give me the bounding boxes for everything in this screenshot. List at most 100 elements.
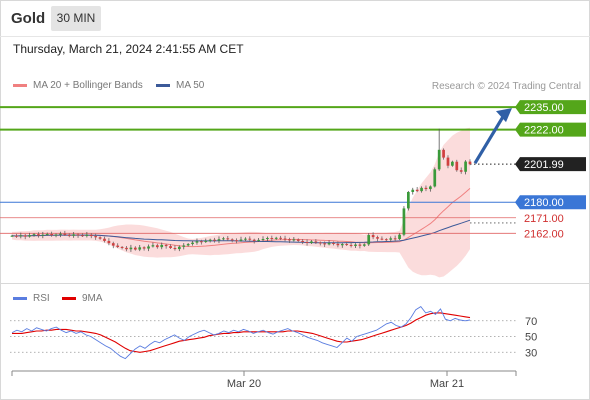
time-tick-label: Mar 21 (430, 378, 464, 390)
candle-body (37, 234, 40, 236)
candle-body (217, 239, 221, 241)
candle-body (72, 234, 76, 236)
candle-body (310, 241, 313, 243)
candle-body (67, 234, 71, 236)
candle-body (270, 237, 274, 239)
candle-body (451, 161, 454, 166)
candle-body (292, 239, 296, 241)
candle-body (19, 235, 23, 237)
header-divider (0, 36, 590, 37)
candle-body (257, 239, 260, 241)
level-label-2171.00: 2171.00 (524, 213, 564, 225)
candle-body (76, 234, 80, 236)
candle-body (41, 234, 45, 236)
candle-body (239, 239, 243, 241)
candle-body (393, 238, 397, 240)
candle-body (314, 241, 318, 243)
legend-label-rsi-ma: 9MA (82, 293, 103, 304)
candle-body (63, 233, 67, 235)
bollinger-band (12, 127, 470, 278)
candle-body (169, 246, 172, 249)
timeframe-button[interactable]: 30 MIN (51, 6, 101, 31)
level-tag-support (515, 195, 586, 210)
candle-body (371, 235, 375, 238)
candle-body (252, 239, 256, 241)
candle-body (380, 238, 384, 240)
level-label-2222.00: 2222.00 (524, 125, 564, 137)
candle-body (147, 246, 150, 249)
legend-item-rsi: RSI (13, 293, 50, 304)
candle-body (173, 248, 177, 250)
candle-body (89, 234, 93, 237)
candle-body (50, 234, 53, 236)
candle-body (200, 241, 203, 243)
candle-body (116, 245, 120, 247)
candle-body (362, 244, 366, 246)
level-label-2235.00: 2235.00 (524, 102, 564, 114)
ma50-swatch (156, 83, 170, 87)
candle-body (261, 239, 265, 241)
candle-body (213, 239, 216, 241)
candle-body (160, 244, 164, 248)
legend-item-bollinger: MA 20 + Bollinger Bands (13, 80, 143, 91)
candle-body (446, 157, 450, 166)
candle-body (15, 235, 18, 237)
candle-body (433, 169, 437, 187)
candle-body (468, 161, 472, 165)
candle-body (151, 245, 155, 247)
candle-body (288, 239, 291, 241)
candle-body (332, 243, 335, 244)
candle-body (10, 235, 14, 237)
candle-body (296, 239, 300, 241)
candle-body (230, 239, 234, 241)
candle-body (155, 245, 159, 248)
copyright-text: Research © 2024 Trading Central (431, 81, 581, 92)
candle-body (32, 234, 36, 236)
candle-body (305, 241, 309, 243)
candle-body (81, 235, 84, 237)
candle-body (415, 189, 419, 192)
target-arrow-line (473, 114, 506, 165)
panel-divider (0, 283, 590, 284)
candle-body (182, 245, 186, 247)
candle-body (429, 186, 432, 190)
candle-body (301, 240, 305, 242)
candle-body (133, 247, 137, 250)
level-label-2201.99: 2201.99 (524, 159, 564, 171)
rsi-ma-line (12, 312, 471, 353)
legend-item-rsi-ma: 9MA (62, 293, 103, 304)
candle-body (345, 244, 349, 246)
candle-body (384, 239, 388, 241)
candle-body (279, 237, 282, 239)
candle-body (191, 242, 194, 245)
candle-body (455, 161, 459, 171)
candle-body (235, 240, 238, 242)
candle-body (442, 149, 445, 158)
candle-body (195, 241, 199, 243)
candle-body (459, 170, 463, 172)
candle-body (120, 246, 124, 248)
level-label-2180.00: 2180.00 (524, 197, 564, 209)
candle-body (318, 242, 322, 244)
candle-body (129, 247, 133, 250)
rsi-tick-label-50: 50 (525, 332, 537, 344)
candle-body (222, 238, 225, 240)
candle-body (411, 189, 415, 192)
rsi-swatch (13, 296, 27, 300)
candle-body (266, 237, 269, 240)
candle-body (94, 236, 98, 238)
level-tag-resistance (515, 100, 586, 115)
candle-body (424, 187, 428, 190)
candle-body (323, 243, 327, 245)
candle-body (354, 244, 357, 246)
candle-body (398, 234, 401, 240)
candle-body (208, 239, 212, 241)
candle-body (45, 234, 49, 236)
candle-body (244, 238, 247, 240)
candle-body (226, 238, 230, 240)
candle-body (98, 237, 102, 239)
candle-body (28, 235, 31, 237)
candle-body (111, 243, 115, 246)
rsi-line (11, 306, 471, 360)
